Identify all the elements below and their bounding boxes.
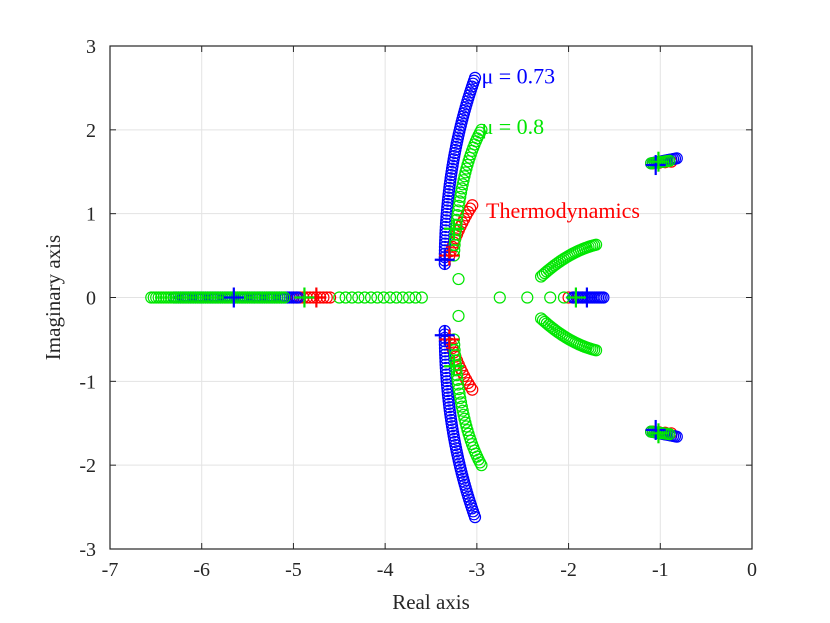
locus-point (371, 291, 384, 304)
x-tick-label: -7 (102, 559, 119, 581)
plot-area (145, 71, 683, 524)
x-tick-label: -4 (377, 559, 394, 581)
y-tick-label: -3 (79, 539, 96, 561)
locus-point (466, 383, 479, 396)
locus-point (452, 309, 465, 323)
x-tick-label: -1 (652, 559, 669, 581)
y-tick-label: 0 (86, 288, 96, 310)
locus-point (455, 182, 468, 195)
x-tick-label: -2 (560, 559, 577, 581)
locus-point (452, 199, 465, 212)
locus-point (597, 291, 610, 304)
locus-point (456, 178, 469, 191)
locus-point (475, 123, 488, 136)
y-tick-label: -2 (79, 455, 96, 477)
locus-point (358, 291, 371, 304)
locus-point (452, 272, 465, 286)
y-tick-label: 3 (86, 36, 96, 58)
annotation-thermodynamics: Thermodynamics (486, 198, 640, 223)
x-tick-label: 0 (747, 559, 757, 581)
y-tick-label: -1 (79, 371, 96, 393)
locus-point (468, 71, 482, 84)
locus-point (670, 430, 683, 443)
x-tick-label: -5 (285, 559, 302, 581)
locus-point (589, 238, 603, 251)
y-tick-label: 1 (86, 204, 96, 226)
locus-point (452, 383, 465, 396)
locus-point (452, 378, 465, 391)
locus-point (464, 380, 477, 393)
locus-point (475, 459, 488, 472)
locus-point (448, 343, 461, 357)
locus-point (454, 186, 468, 199)
axes: -7 -6 -5 -4 -3 -2 -1 0 3 2 1 0 -1 -2 -3 (79, 36, 757, 581)
locus-point (377, 291, 390, 304)
locus-point (278, 291, 291, 304)
locus-point (454, 190, 467, 204)
locus-point (345, 291, 359, 304)
locus-point (466, 199, 479, 212)
locus-point (441, 381, 454, 394)
locus-point (448, 238, 461, 252)
locus-point (409, 291, 422, 304)
locus-point (352, 291, 365, 304)
x-tick-label: -3 (469, 559, 486, 581)
locus-point (451, 373, 464, 386)
locus-point (439, 224, 452, 237)
locus-point (456, 404, 469, 417)
locus-point (453, 387, 466, 400)
locus-point (670, 152, 683, 165)
locus-point (450, 364, 463, 377)
locus-point (450, 369, 464, 382)
x-tick-label: -6 (193, 559, 210, 581)
locus-point (403, 291, 416, 304)
locus-point (452, 204, 465, 217)
locus-point (454, 391, 467, 405)
locus-point (441, 201, 454, 214)
crosses-0 (306, 245, 460, 350)
locus-point (451, 209, 464, 222)
crosses-2 (294, 151, 669, 444)
locus-point (521, 291, 534, 304)
locus-point (464, 202, 477, 215)
locus-point (450, 213, 464, 226)
y-tick-label: 2 (86, 120, 96, 142)
annotation-mu-073: μ = 0.73 (481, 64, 555, 89)
locus-point (364, 291, 378, 304)
locus-point (396, 291, 409, 304)
locus-point (473, 126, 487, 139)
y-axis-label: Imaginary axis (41, 235, 65, 360)
locus-point (493, 291, 506, 304)
locus-point (390, 291, 403, 304)
locus-point (439, 358, 452, 371)
locus-point (455, 400, 468, 413)
x-axis-label: Real axis (392, 590, 470, 614)
locus-point (544, 291, 557, 304)
crosses-1 (223, 155, 666, 440)
locus-point (333, 291, 346, 304)
locus-point (383, 291, 397, 304)
locus-point (589, 344, 603, 357)
locus-point (453, 195, 466, 208)
locus-point (454, 396, 468, 409)
locus-point (468, 511, 482, 524)
locus-point (450, 218, 463, 231)
locus-point (473, 456, 487, 469)
locus-point (415, 291, 428, 304)
locus-point (339, 291, 352, 304)
annotation-mu-08: μ = 0.8 (481, 114, 544, 139)
